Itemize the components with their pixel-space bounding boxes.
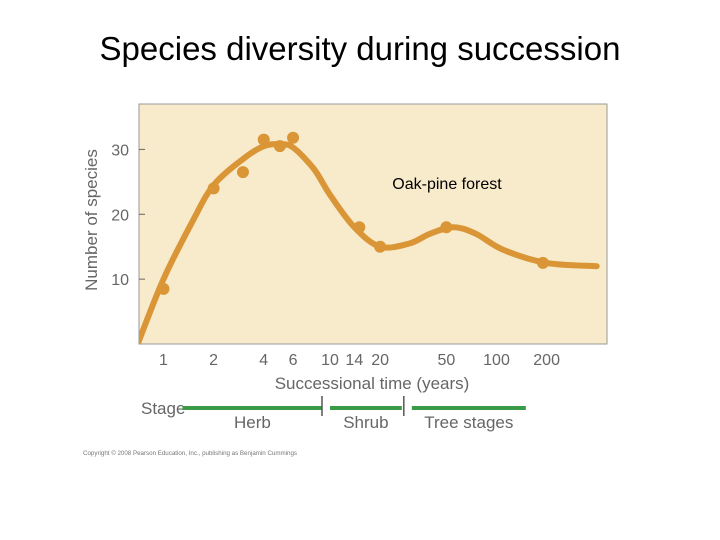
x-tick-label-100: 100 [483, 352, 510, 369]
oak-pine-annotation: Oak-pine forest [392, 176, 502, 193]
data-point-6 [287, 131, 300, 144]
x-tick-label-50: 50 [437, 352, 455, 369]
x-tick-label-20: 20 [371, 352, 389, 369]
stage-name-tree-stages: Tree stages [424, 413, 513, 432]
slide-title: Species diversity during succession [99, 30, 621, 67]
stage-name-shrub: Shrub [343, 413, 388, 432]
x-tick-label-6: 6 [289, 352, 298, 369]
data-point-7 [353, 221, 366, 234]
data-point-5 [273, 140, 286, 153]
y-axis-label: Number of species [82, 149, 101, 291]
x-tick-label-4: 4 [259, 352, 268, 369]
y-tick-label-30: 30 [111, 142, 129, 159]
data-point-10 [536, 256, 549, 269]
data-point-2 [207, 182, 220, 195]
plot-area [138, 103, 608, 345]
stage-label: Stage [141, 399, 185, 418]
data-point-3 [236, 166, 249, 179]
x-tick-label-10: 10 [321, 352, 339, 369]
data-point-9 [440, 221, 453, 234]
data-point-1 [157, 282, 170, 295]
x-tick-label-1: 1 [159, 352, 168, 369]
y-tick-label-20: 20 [111, 207, 129, 224]
y-tick-label-10: 10 [111, 272, 129, 289]
copyright-note: Copyright © 2008 Pearson Education, Inc.… [83, 450, 297, 457]
x-tick-label-2: 2 [209, 352, 218, 369]
x-tick-label-14: 14 [345, 352, 363, 369]
stage-name-herb: Herb [234, 413, 271, 432]
data-point-8 [374, 240, 387, 253]
x-tick-label-200: 200 [533, 352, 560, 369]
x-axis-label: Successional time (years) [275, 374, 470, 393]
data-point-4 [257, 133, 270, 146]
